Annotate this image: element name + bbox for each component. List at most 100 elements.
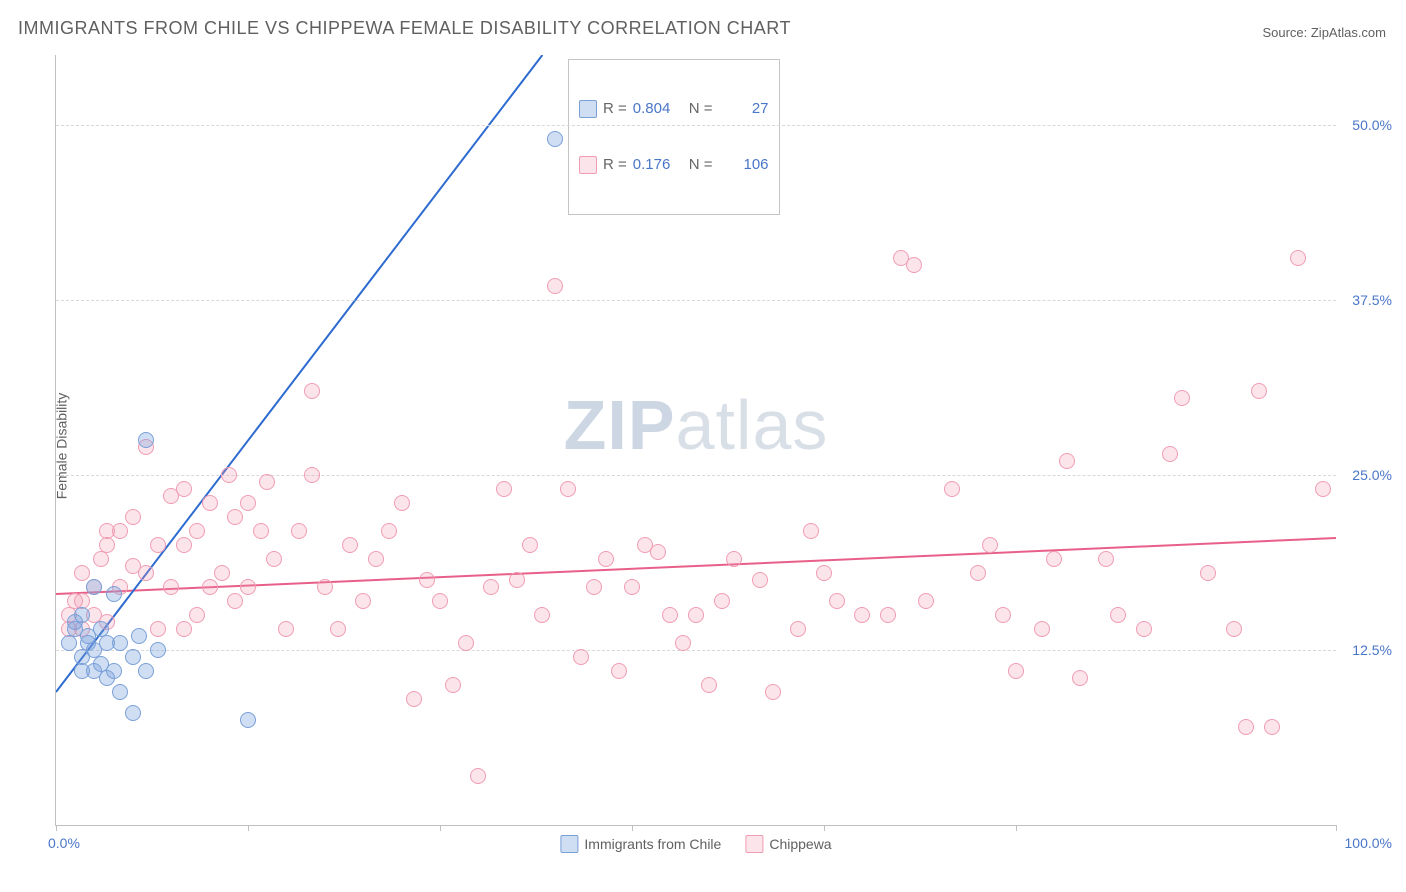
data-point — [227, 509, 243, 525]
x-axis-max-label: 100.0% — [1345, 835, 1392, 851]
n-value-chile: 27 — [719, 98, 769, 120]
legend-swatch-chippewa-icon — [745, 835, 763, 853]
data-point — [150, 621, 166, 637]
data-point — [112, 523, 128, 539]
data-point — [1226, 621, 1242, 637]
x-tick — [824, 825, 825, 831]
data-point — [624, 579, 640, 595]
data-point — [86, 579, 102, 595]
data-point — [106, 663, 122, 679]
data-point — [368, 551, 384, 567]
data-point — [106, 586, 122, 602]
r-label: R = — [603, 154, 627, 176]
legend-item-chippewa: Chippewa — [745, 835, 831, 853]
data-point — [1046, 551, 1062, 567]
data-point — [406, 691, 422, 707]
data-point — [278, 621, 294, 637]
data-point — [304, 467, 320, 483]
data-point — [1238, 719, 1254, 735]
data-point — [560, 481, 576, 497]
data-point — [752, 572, 768, 588]
data-point — [330, 621, 346, 637]
data-point — [522, 537, 538, 553]
data-point — [573, 649, 589, 665]
data-point — [99, 537, 115, 553]
data-point — [381, 523, 397, 539]
x-tick — [632, 825, 633, 831]
data-point — [1059, 453, 1075, 469]
r-value-chippewa: 0.176 — [633, 154, 683, 176]
data-point — [662, 607, 678, 623]
data-point — [854, 607, 870, 623]
data-point — [509, 572, 525, 588]
data-point — [586, 579, 602, 595]
y-tick-label: 12.5% — [1352, 642, 1392, 658]
data-point — [138, 663, 154, 679]
data-point — [598, 551, 614, 567]
data-point — [355, 593, 371, 609]
data-point — [547, 131, 563, 147]
n-label: N = — [689, 98, 713, 120]
y-tick-label: 25.0% — [1352, 467, 1392, 483]
data-point — [1174, 390, 1190, 406]
watermark-bold: ZIP — [564, 386, 676, 464]
legend-label-chippewa: Chippewa — [769, 836, 831, 852]
data-point — [176, 537, 192, 553]
source-attribution: Source: ZipAtlas.com — [1262, 25, 1386, 40]
data-point — [93, 551, 109, 567]
data-point — [458, 635, 474, 651]
data-point — [1251, 383, 1267, 399]
watermark-light: atlas — [676, 386, 829, 464]
stats-row-chile: R = 0.804 N = 27 — [579, 98, 769, 120]
data-point — [995, 607, 1011, 623]
legend-label-chile: Immigrants from Chile — [584, 836, 721, 852]
chart-title: IMMIGRANTS FROM CHILE VS CHIPPEWA FEMALE… — [18, 18, 791, 39]
bottom-legend: Immigrants from Chile Chippewa — [560, 835, 831, 853]
data-point — [138, 432, 154, 448]
data-point — [970, 565, 986, 581]
data-point — [470, 768, 486, 784]
x-tick — [56, 825, 57, 831]
data-point — [1072, 670, 1088, 686]
data-point — [202, 495, 218, 511]
data-point — [317, 579, 333, 595]
legend-swatch-chippewa — [579, 156, 597, 174]
n-value-chippewa: 106 — [719, 154, 769, 176]
data-point — [829, 593, 845, 609]
r-value-chile: 0.804 — [633, 98, 683, 120]
data-point — [1098, 551, 1114, 567]
data-point — [227, 593, 243, 609]
y-tick-label: 37.5% — [1352, 292, 1392, 308]
legend-swatch-chile — [579, 100, 597, 118]
data-point — [483, 579, 499, 595]
data-point — [61, 635, 77, 651]
data-point — [701, 677, 717, 693]
x-tick — [248, 825, 249, 831]
source-link[interactable]: ZipAtlas.com — [1311, 25, 1386, 40]
legend-swatch-chile-icon — [560, 835, 578, 853]
data-point — [131, 628, 147, 644]
data-point — [240, 495, 256, 511]
data-point — [611, 663, 627, 679]
plot-area: ZIPatlas R = 0.804 N = 27 R = 0.176 N = … — [55, 55, 1336, 826]
data-point — [150, 642, 166, 658]
data-point — [253, 523, 269, 539]
data-point — [74, 565, 90, 581]
x-tick — [440, 825, 441, 831]
data-point — [714, 593, 730, 609]
gridline — [56, 650, 1336, 651]
legend-item-chile: Immigrants from Chile — [560, 835, 721, 853]
data-point — [304, 383, 320, 399]
data-point — [150, 537, 166, 553]
data-point — [342, 537, 358, 553]
data-point — [266, 551, 282, 567]
data-point — [176, 481, 192, 497]
data-point — [982, 537, 998, 553]
data-point — [1034, 621, 1050, 637]
data-point — [394, 495, 410, 511]
data-point — [432, 593, 448, 609]
data-point — [1264, 719, 1280, 735]
data-point — [112, 684, 128, 700]
data-point — [1110, 607, 1126, 623]
data-point — [880, 607, 896, 623]
